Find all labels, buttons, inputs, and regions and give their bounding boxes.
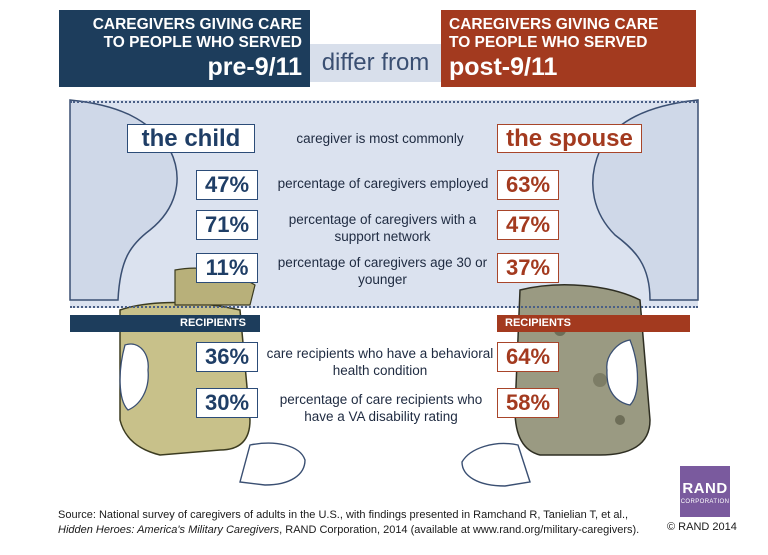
hand-on-shoulder-left-icon: [119, 343, 149, 411]
source-line1: Source: National survey of caregivers of…: [58, 509, 629, 521]
age-30-left-value: 11%: [196, 253, 258, 283]
caregiver-label: caregiver is most commonly: [296, 131, 464, 146]
rand-logo-name: RAND: [682, 480, 728, 497]
va-rating-right-value: 58%: [497, 388, 559, 418]
source-title: Hidden Heroes: America's Military Caregi…: [58, 524, 280, 536]
rand-logo-sub: CORPORATION: [680, 499, 730, 505]
differ-from-label: differ from: [310, 44, 441, 82]
header-left-big: pre-9/11: [207, 53, 302, 81]
recipients-label-right: RECIPIENTS: [497, 315, 690, 332]
employed-left-value: 47%: [196, 170, 258, 200]
recipients-label-left: RECIPIENTS: [70, 315, 260, 332]
header-pre-911: CAREGIVERS GIVING CARE TO PEOPLE WHO SER…: [59, 10, 310, 87]
divider-top: [70, 101, 698, 103]
source-line2: Hidden Heroes: America's Military Caregi…: [58, 523, 658, 538]
caregiver-right-value: the spouse: [497, 124, 642, 153]
hand-left-icon: [239, 442, 306, 486]
va-rating-left-value: 30%: [196, 388, 258, 418]
header-right-line2: TO PEOPLE WHO SERVED: [449, 34, 648, 51]
employed-label: percentage of caregivers employed: [277, 176, 489, 191]
support-network-label: percentage of caregivers with a support …: [288, 212, 477, 244]
va-rating-label: percentage of care recipients who have a…: [279, 392, 483, 424]
source-note: Source: National survey of caregivers of…: [58, 508, 658, 538]
hand-on-shoulder-right-icon: [606, 339, 639, 406]
copyright: © RAND 2014: [667, 521, 737, 533]
header-left-line1: CAREGIVERS GIVING CARE: [92, 16, 302, 33]
behavioral-label: care recipients who have a behavioral he…: [266, 346, 494, 378]
rand-logo: RAND CORPORATION: [680, 466, 730, 517]
age-30-label: percentage of caregivers age 30 or young…: [277, 255, 488, 287]
header-right-big: post-9/11: [449, 53, 558, 81]
header-left-line2: TO PEOPLE WHO SERVED: [103, 34, 302, 51]
age-30-right-value: 37%: [497, 253, 559, 283]
divider-middle: [70, 306, 698, 308]
support-network-left-value: 71%: [196, 210, 258, 240]
behavioral-left-value: 36%: [196, 342, 258, 372]
support-network-right-value: 47%: [497, 210, 559, 240]
behavioral-right-value: 64%: [497, 342, 559, 372]
header-post-911: CAREGIVERS GIVING CARE TO PEOPLE WHO SER…: [441, 10, 696, 87]
caregiver-left-value: the child: [127, 124, 255, 153]
hand-right-icon: [461, 442, 531, 487]
source-line2-rest: , RAND Corporation, 2014 (available at w…: [279, 524, 640, 536]
employed-right-value: 63%: [497, 170, 559, 200]
header-right-line1: CAREGIVERS GIVING CARE: [449, 16, 659, 33]
